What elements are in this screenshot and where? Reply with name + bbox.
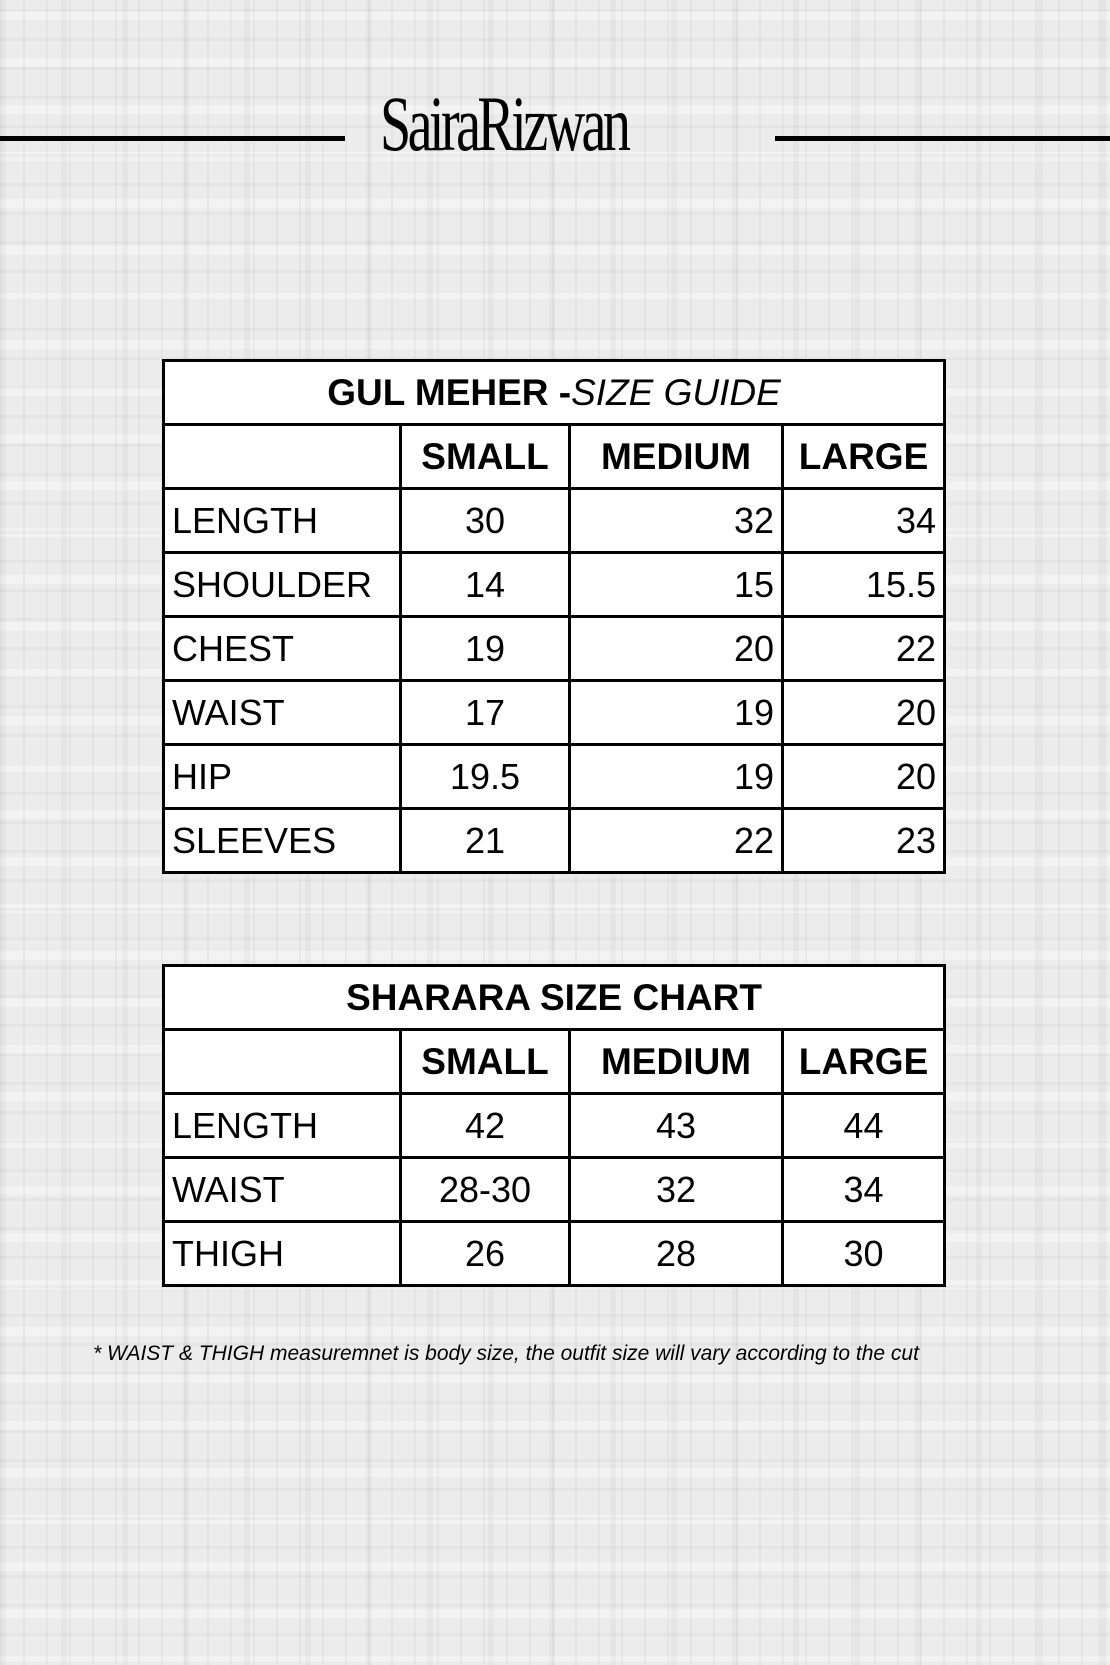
cell-label: SLEEVES — [162, 807, 402, 874]
cell-medium: 43 — [568, 1092, 784, 1159]
cell-large: 34 — [780, 487, 947, 554]
cell-small: 28-30 — [399, 1156, 571, 1223]
table-row: CHEST 19 20 22 — [162, 615, 947, 682]
cell-medium: 19 — [568, 679, 784, 746]
cell-medium: 32 — [568, 487, 784, 554]
cell-medium: 32 — [568, 1156, 784, 1223]
table-row: HIP 19.5 19 20 — [162, 743, 947, 810]
cell-small: 42 — [399, 1092, 571, 1159]
cell-small: 19 — [399, 615, 571, 682]
header-medium: MEDIUM — [568, 423, 784, 490]
right-divider-line — [775, 136, 1110, 141]
cell-medium: 19 — [568, 743, 784, 810]
cell-large: 15.5 — [780, 551, 947, 618]
cell-medium: 28 — [568, 1220, 784, 1287]
header-medium: MEDIUM — [568, 1028, 784, 1095]
cell-small: 21 — [399, 807, 571, 874]
header-empty — [162, 423, 402, 490]
left-divider-line — [0, 136, 345, 141]
cell-label: LENGTH — [162, 1092, 402, 1159]
cell-small: 14 — [399, 551, 571, 618]
header-row: SMALL MEDIUM LARGE — [162, 423, 947, 490]
footnote: * WAIST & THIGH measuremnet is body size… — [93, 1342, 919, 1365]
size-guide-table: GUL MEHER -SIZE GUIDE SMALL MEDIUM LARGE… — [161, 359, 947, 874]
table-row: LENGTH 42 43 44 — [162, 1092, 947, 1159]
cell-label: CHEST — [162, 615, 402, 682]
table-row: THIGH 26 28 30 — [162, 1220, 947, 1287]
cell-small: 30 — [399, 487, 571, 554]
header-row: SMALL MEDIUM LARGE — [162, 1028, 947, 1095]
cell-large: 22 — [780, 615, 947, 682]
table-row: LENGTH 30 32 34 — [162, 487, 947, 554]
cell-label: HIP — [162, 743, 402, 810]
cell-label: THIGH — [162, 1220, 402, 1287]
sharara-title: SHARARA SIZE CHART — [161, 964, 947, 1031]
table-row: SHOULDER 14 15 15.5 — [162, 551, 947, 618]
cell-small: 17 — [399, 679, 571, 746]
cell-label: LENGTH — [162, 487, 402, 554]
header-large: LARGE — [780, 1028, 947, 1095]
cell-large: 23 — [780, 807, 947, 874]
cell-large: 20 — [780, 743, 947, 810]
cell-large: 34 — [780, 1156, 947, 1223]
sharara-size-chart-table: SHARARA SIZE CHART SMALL MEDIUM LARGE LE… — [161, 964, 947, 1287]
table-title-row: SHARARA SIZE CHART — [161, 964, 947, 1031]
cell-medium: 22 — [568, 807, 784, 874]
cell-small: 19.5 — [399, 743, 571, 810]
title-italic: SIZE GUIDE — [571, 371, 781, 413]
cell-label: WAIST — [162, 1156, 402, 1223]
table-row: WAIST 17 19 20 — [162, 679, 947, 746]
cell-label: SHOULDER — [162, 551, 402, 618]
table-title-row: GUL MEHER -SIZE GUIDE — [161, 359, 947, 426]
title-bold: GUL MEHER - — [327, 371, 572, 413]
cell-label: WAIST — [162, 679, 402, 746]
brand-logo: SairaRizwan — [380, 80, 631, 167]
header-large: LARGE — [780, 423, 947, 490]
cell-large: 20 — [780, 679, 947, 746]
cell-large: 30 — [780, 1220, 947, 1287]
size-guide-title: GUL MEHER -SIZE GUIDE — [161, 359, 947, 426]
cell-small: 26 — [399, 1220, 571, 1287]
header-small: SMALL — [399, 423, 571, 490]
table-row: SLEEVES 21 22 23 — [162, 807, 947, 874]
table-row: WAIST 28-30 32 34 — [162, 1156, 947, 1223]
cell-medium: 20 — [568, 615, 784, 682]
cell-large: 44 — [780, 1092, 947, 1159]
header-small: SMALL — [399, 1028, 571, 1095]
cell-medium: 15 — [568, 551, 784, 618]
header-empty — [162, 1028, 402, 1095]
